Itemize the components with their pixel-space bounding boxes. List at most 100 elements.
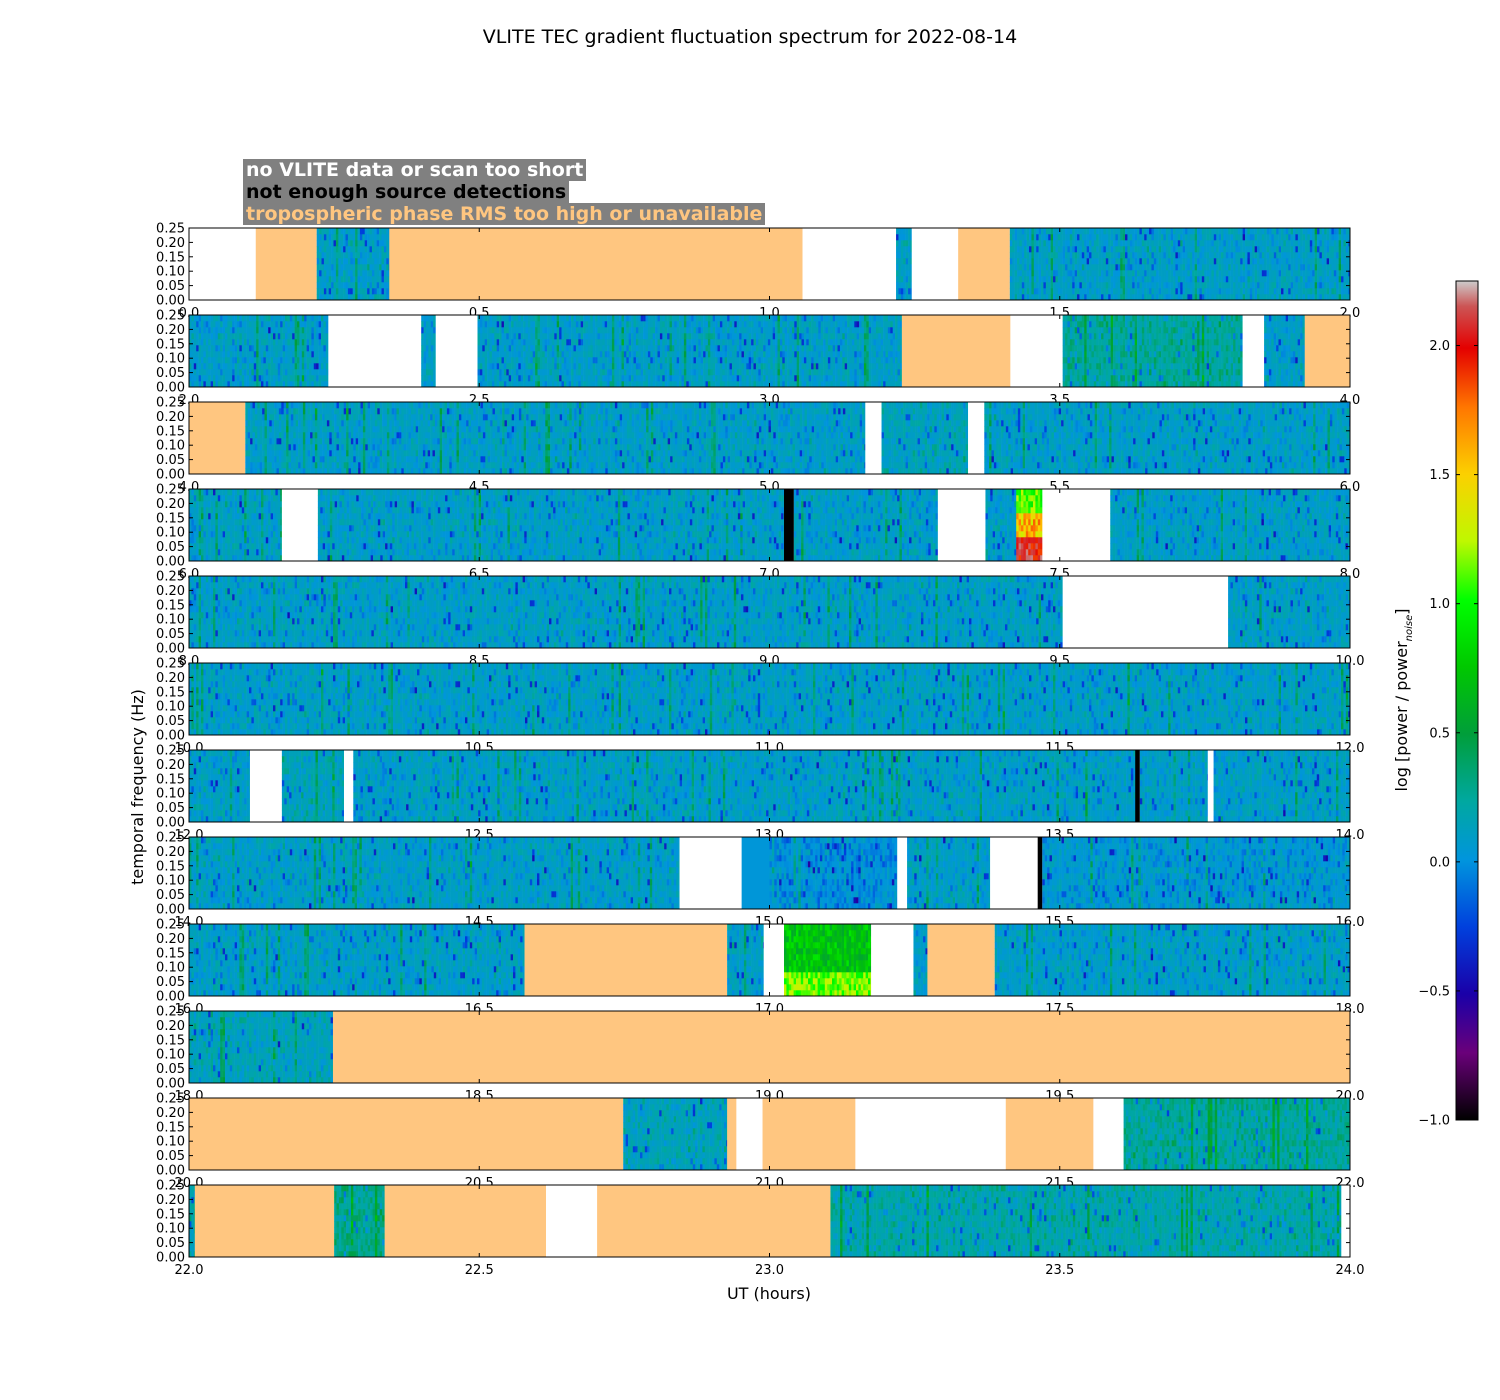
spectrum-cell: [903, 228, 906, 234]
spectrum-cell: [353, 282, 356, 288]
spectrum-cell: [1029, 276, 1032, 282]
spectrum-cell: [906, 234, 909, 240]
spectrum-cell: [350, 276, 353, 282]
spectrum-cell: [355, 264, 358, 270]
spectrum-cell: [1015, 264, 1018, 270]
spectrum-cell: [343, 276, 346, 282]
spectrum-cell: [1031, 270, 1034, 276]
spectrum-cell: [370, 246, 373, 252]
spectrum-cell: [372, 228, 375, 234]
spectrum-cell: [903, 276, 906, 282]
spectrum-cell: [324, 270, 327, 276]
spectrum-cell: [358, 294, 361, 300]
spectrum-cell: [329, 234, 332, 240]
spectrum-cell: [372, 240, 375, 246]
spectrum-cell: [1019, 282, 1022, 288]
spectrum-cell: [898, 282, 901, 288]
spectrum-cell: [1029, 282, 1032, 288]
spectrum-cell: [1017, 252, 1020, 258]
spectrum-cell: [379, 270, 382, 276]
spectrum-cell: [317, 288, 320, 294]
spectrum-cell: [341, 246, 344, 252]
spectrum-cell: [353, 240, 356, 246]
spectrum-cell: [362, 228, 365, 234]
spectrum-cell: [382, 258, 385, 264]
spectrum-cell: [386, 258, 389, 264]
spectrum-cell: [343, 252, 346, 258]
spectrum-cell: [1012, 288, 1015, 294]
spectrum-cell: [903, 282, 906, 288]
spectrum-cell: [329, 258, 332, 264]
spectrum-cell: [346, 240, 349, 246]
spectrum-cell: [1039, 258, 1042, 264]
spectrum-cell: [896, 240, 899, 246]
spectrum-cell: [341, 252, 344, 258]
spectrum-cell: [372, 234, 375, 240]
spectrum-cell: [903, 252, 906, 258]
spectrum-cell: [348, 276, 351, 282]
spectrum-cell: [1015, 252, 1018, 258]
spectrum-cell: [1017, 228, 1020, 234]
spectrum-cell: [898, 258, 901, 264]
spectrum-cell: [348, 288, 351, 294]
spectrum-cell: [331, 246, 334, 252]
spectrum-cell: [379, 288, 382, 294]
spectrum-cell: [348, 264, 351, 270]
spectrum-cell: [898, 288, 901, 294]
spectrum-cell: [1015, 246, 1018, 252]
spectrum-cell: [901, 246, 904, 252]
spectrum-cell: [367, 228, 370, 234]
spectrum-cell: [338, 282, 341, 288]
spectrum-cell: [901, 258, 904, 264]
spectrum-cell: [1022, 288, 1025, 294]
spectrum-cell: [1019, 252, 1022, 258]
spectrum-cell: [358, 288, 361, 294]
spectrum-cell: [326, 246, 329, 252]
spectrum-cell: [382, 234, 385, 240]
spectrum-cell: [908, 282, 911, 288]
spectrum-cell: [898, 228, 901, 234]
spectrum-cell: [906, 264, 909, 270]
spectrum-cell: [326, 228, 329, 234]
segment-nodata: [189, 228, 256, 300]
spectrum-cell: [367, 252, 370, 258]
spectrum-cell: [372, 276, 375, 282]
segment-fill: [803, 228, 896, 300]
spectrum-cell: [377, 264, 380, 270]
spectrum-cell: [374, 264, 377, 270]
spectrum-cell: [898, 240, 901, 246]
spectrum-cell: [317, 294, 320, 300]
spectrum-cell: [1012, 240, 1015, 246]
spectrum-cell: [338, 264, 341, 270]
segment-spec: [1010, 228, 1350, 300]
spectrum-cell: [901, 252, 904, 258]
spectrum-cell: [334, 240, 337, 246]
spectrum-cell: [1010, 240, 1013, 246]
spectrum-cell: [377, 234, 380, 240]
spectrum-cell: [386, 294, 389, 300]
spectrum-cell: [367, 294, 370, 300]
spectrum-cell: [353, 258, 356, 264]
segment-tropo: [958, 228, 1010, 300]
spectrum-cell: [1034, 240, 1037, 246]
spectrum-cell: [334, 288, 337, 294]
spectrum-cell: [1039, 252, 1042, 258]
spectrum-cell: [334, 246, 337, 252]
spectrum-cell: [358, 240, 361, 246]
spectrum-cell: [1019, 234, 1022, 240]
spectrum-cell: [343, 246, 346, 252]
spectrum-cell: [1024, 288, 1027, 294]
spectrum-cell: [322, 234, 325, 240]
spectrum-cell: [367, 240, 370, 246]
spectrum-cell: [1039, 234, 1042, 240]
spectrum-cell: [317, 276, 320, 282]
spectrum-cell: [379, 276, 382, 282]
spectrum-cell: [355, 276, 358, 282]
spectrum-cell: [1034, 276, 1037, 282]
spectrum-cell: [1024, 234, 1027, 240]
spectrum-cell: [367, 270, 370, 276]
spectrum-cell: [384, 282, 387, 288]
spectrum-cell: [331, 282, 334, 288]
spectrum-cell: [386, 252, 389, 258]
spectrum-cell: [322, 228, 325, 234]
